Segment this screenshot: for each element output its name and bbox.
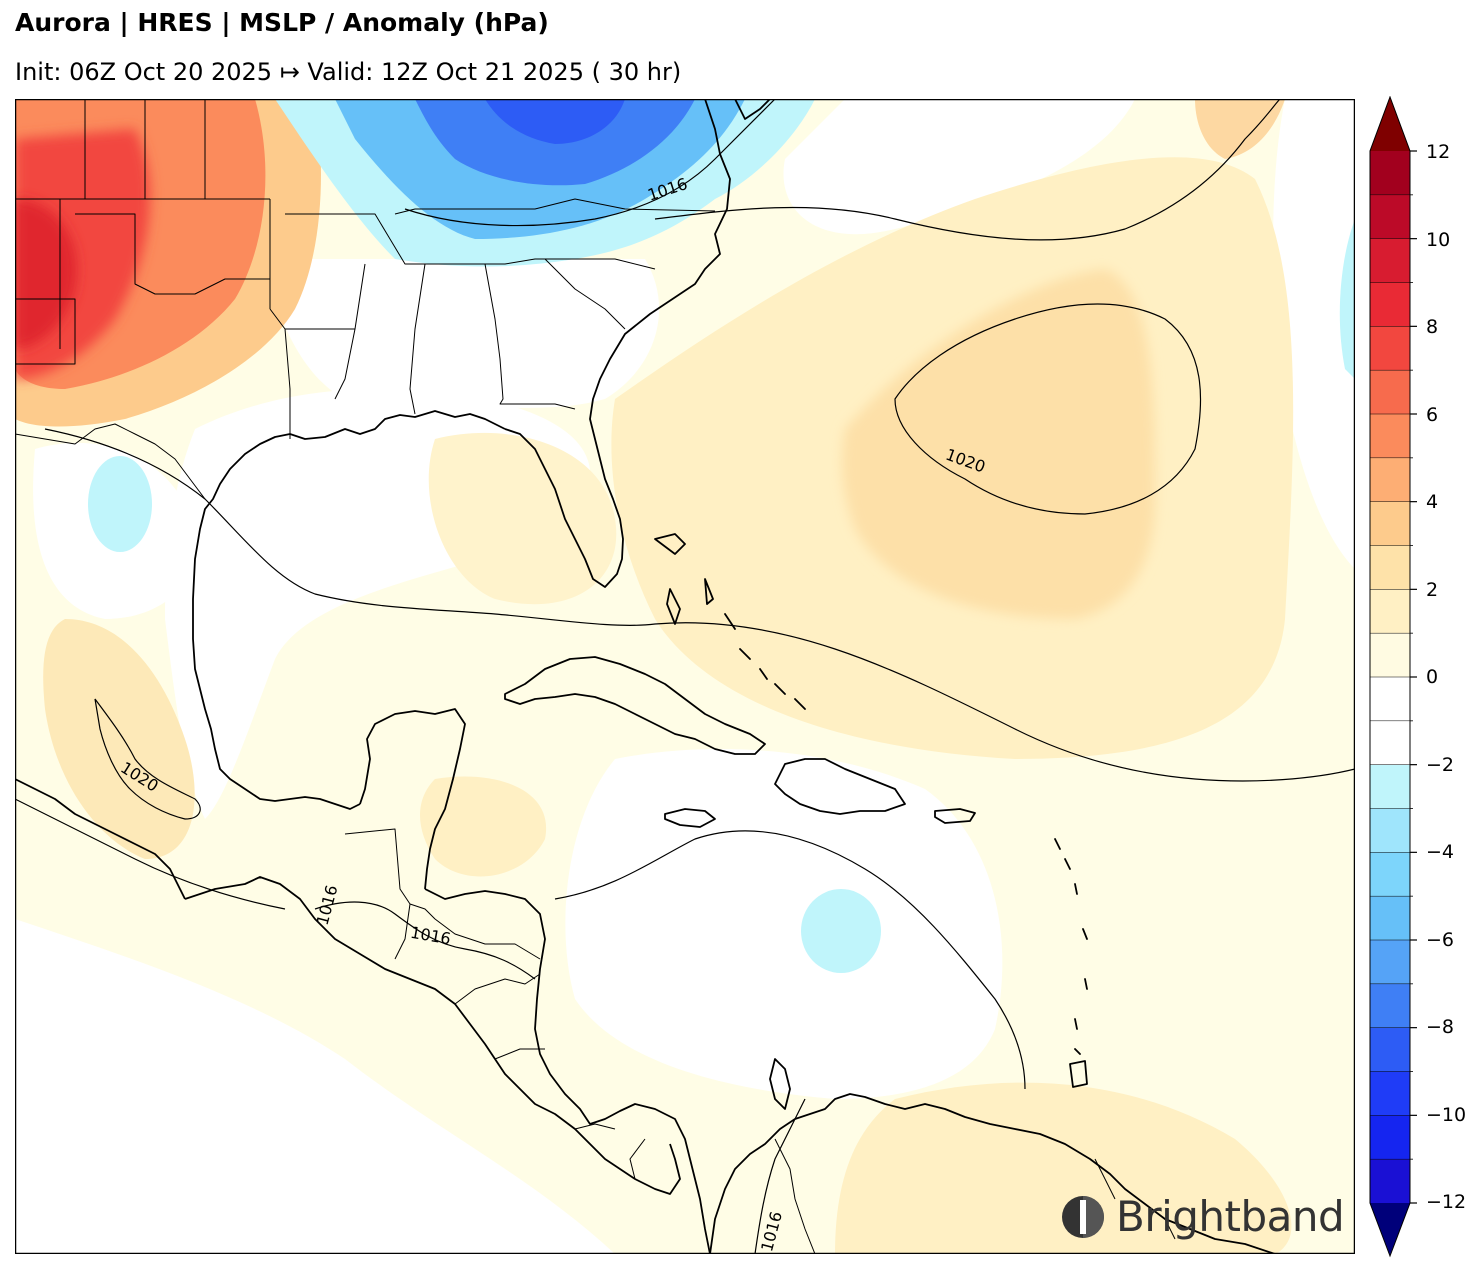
colorbar-band (1370, 808, 1410, 853)
colorbar-tick-label: −10 (1426, 1104, 1467, 1126)
isobar-1016-south (754, 1098, 806, 1254)
isobar-1016-pacific (15, 798, 286, 910)
coastline-us-gulf (192, 410, 506, 810)
coastline-yucatan (359, 708, 466, 890)
colorbar-band (1370, 326, 1410, 371)
anomaly-zone-minus2-caribbean (801, 889, 881, 973)
state-borders (15, 99, 716, 439)
isobar-1016-central-atlantic (654, 99, 1281, 241)
anomaly-zone-minus8-northeast (485, 99, 625, 144)
coastline-jamaica (664, 808, 716, 828)
colorbar-tick-label: 0 (1426, 666, 1439, 688)
border-us-mexico (15, 423, 206, 500)
colorbar-tick-label: −8 (1426, 1016, 1455, 1038)
colorbar-tick-label: 2 (1426, 579, 1439, 601)
map-panel: 1016 1020 1020 1016 1016 1016 (15, 99, 1355, 1254)
central-america-borders (344, 828, 1176, 1254)
chart-title: Aurora | HRES | MSLP / Anomaly (hPa) (15, 8, 549, 37)
colorbar (1369, 96, 1417, 1258)
isobar-layer (15, 99, 1355, 1254)
anomaly-zone-plus2-southamerica (835, 1082, 1292, 1254)
colorbar-band (1370, 720, 1410, 765)
anomaly-zone-minus2-texas (88, 456, 152, 552)
coastline-bahamas (654, 533, 806, 710)
colorbar-extend-high (1370, 96, 1410, 151)
coastline-cuba (504, 656, 766, 755)
anomaly-zone-plus4-northeast (1195, 99, 1285, 159)
colorbar-band (1370, 238, 1410, 283)
coastline-us-east (504, 99, 731, 588)
anomaly-zone-plus2-mexico (43, 619, 195, 859)
isobar-1016-northeast (404, 99, 776, 227)
colorbar-tick-label: 8 (1426, 316, 1439, 338)
anomaly-zone-neutral-northatlantic (783, 99, 1135, 235)
colorbar-ticks (1370, 150, 1417, 1204)
colorbar-band (1370, 194, 1410, 239)
map-frame (15, 99, 1355, 1254)
colorbar-bands (1370, 151, 1410, 1203)
isobar-1016-central-america (314, 901, 536, 980)
colorbar-band (1370, 501, 1410, 546)
colorbar-band (1370, 852, 1410, 897)
colorbar-band (1370, 1159, 1410, 1203)
colorbar-tick-label: 10 (1426, 229, 1451, 251)
colorbar-band (1370, 633, 1410, 677)
anomaly-zone-neutral-east (1273, 99, 1355, 569)
anomaly-zone-plus2-gulf (428, 432, 617, 605)
isobar-1020-atlantic (894, 303, 1202, 515)
anomaly-zone-neutral-us (265, 259, 660, 408)
coastline-puerto-rico (934, 808, 976, 824)
colorbar-band (1370, 545, 1410, 590)
colorbar-tick-label: 6 (1426, 404, 1439, 426)
anomaly-zone-neutral-pacific (15, 919, 615, 1254)
colorbar-tick-label: 4 (1426, 491, 1439, 513)
coastline-south-america (709, 1093, 1276, 1254)
colorbar-tick-label: −6 (1426, 929, 1455, 951)
colorbar-band (1370, 1115, 1410, 1160)
anomaly-fill-layer (15, 99, 1355, 1254)
coastlines-layer (15, 99, 1276, 1254)
coastline-canada-maritime (734, 99, 771, 120)
colorbar-band (1370, 1027, 1410, 1072)
isobar-1020-mexico (94, 698, 201, 820)
colorbar-tick-label: −4 (1426, 841, 1455, 863)
colorbar-band (1370, 677, 1410, 721)
anomaly-zone-neutral-caribbean (565, 749, 1003, 1099)
colorbar-outline (1369, 96, 1411, 1258)
colorbar-tick-label: −12 (1426, 1191, 1467, 1213)
colorbar-band (1370, 896, 1410, 940)
isobar-1016-gulf (44, 428, 1355, 782)
brightband-logo: Brightband (1060, 1192, 1345, 1241)
colorbar-band (1370, 1071, 1410, 1116)
anomaly-zone-plus4-atlantic (842, 269, 1155, 619)
coastline-hispaniola (774, 758, 906, 815)
chart-subtitle: Init: 06Z Oct 20 2025 ↦ Valid: 12Z Oct 2… (15, 58, 682, 86)
isobar-1016-caribbean (554, 830, 1026, 1090)
mslp-anomaly-map: 1016 1020 1020 1016 1016 1016 (15, 99, 1355, 1254)
anomaly-zone-plus10-west (15, 199, 77, 349)
anomaly-zone-plus2-yucatan (420, 776, 547, 877)
coastline-mexico-pacific (15, 778, 186, 900)
colorbar-band (1370, 151, 1410, 195)
colorbar-band (1370, 282, 1410, 327)
colorbar-band (1370, 983, 1410, 1028)
borders-layer (15, 99, 1176, 1254)
colorbar-tick-label: −2 (1426, 754, 1455, 776)
coastline-lake-maracaibo (769, 1058, 791, 1110)
colorbar-band (1370, 764, 1410, 809)
coastline-central-america-caribbean (424, 888, 711, 1254)
colorbar-band (1370, 457, 1410, 502)
brightband-logo-text: Brightband (1116, 1192, 1345, 1241)
coastline-lesser-antilles (1054, 838, 1088, 1055)
colorbar-band (1370, 589, 1410, 634)
colorbar-band (1370, 370, 1410, 414)
colorbar-tick-label: 12 (1426, 141, 1451, 163)
brightband-logo-icon (1062, 1195, 1104, 1238)
coastline-trinidad (1069, 1060, 1088, 1088)
colorbar-extend-low (1370, 1203, 1410, 1255)
anomaly-zone-minus2-east (1339, 219, 1355, 379)
coastline-central-america-pacific (184, 876, 681, 1195)
colorbar-band (1370, 414, 1410, 458)
colorbar-band (1370, 940, 1410, 984)
